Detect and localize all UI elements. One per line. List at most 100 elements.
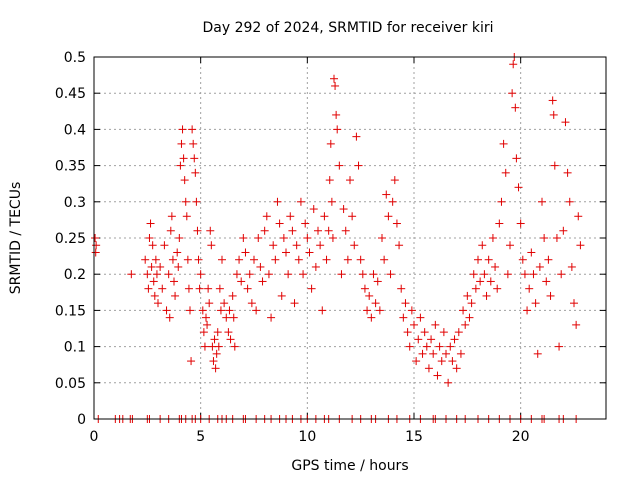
data-point-marker xyxy=(264,270,273,279)
data-point-marker xyxy=(448,357,457,366)
data-point-marker xyxy=(341,226,350,235)
data-point-marker xyxy=(369,270,378,279)
data-point-marker xyxy=(162,306,171,315)
data-point-marker xyxy=(143,270,152,279)
data-point-marker xyxy=(330,74,338,83)
data-point-marker xyxy=(194,255,203,264)
data-point-marker xyxy=(324,226,333,235)
data-point-marker xyxy=(373,277,382,286)
data-point-marker xyxy=(91,234,100,242)
data-point-marker xyxy=(509,60,518,69)
data-point-marker xyxy=(550,161,559,170)
data-point-marker xyxy=(92,241,101,250)
data-point-marker xyxy=(222,313,231,322)
data-point-marker xyxy=(514,183,523,192)
data-point-marker xyxy=(299,270,308,279)
data-point-marker xyxy=(292,241,301,250)
data-point-marker xyxy=(149,277,158,286)
data-point-marker xyxy=(533,349,542,358)
data-point-marker xyxy=(200,342,209,351)
data-point-marker xyxy=(91,248,100,257)
data-point-marker xyxy=(535,262,544,271)
data-point-marker xyxy=(480,270,489,279)
data-point-marker xyxy=(154,299,162,308)
data-point-marker xyxy=(523,306,532,315)
data-point-marker xyxy=(160,241,169,250)
data-point-marker xyxy=(442,349,450,358)
data-point-marker xyxy=(360,284,369,293)
data-point-marker xyxy=(260,226,269,235)
data-point-marker xyxy=(570,299,578,308)
data-point-marker xyxy=(214,342,223,351)
data-point-marker xyxy=(284,270,293,279)
data-point-marker xyxy=(401,299,410,308)
data-point-marker xyxy=(484,255,493,264)
data-point-marker xyxy=(516,219,525,228)
data-point-marker xyxy=(557,270,566,279)
data-point-marker xyxy=(241,248,250,257)
data-point-marker xyxy=(146,219,155,228)
data-point-marker xyxy=(431,320,440,329)
data-point-marker xyxy=(405,342,414,351)
data-point-marker xyxy=(375,306,384,315)
data-point-marker xyxy=(229,313,238,322)
data-point-marker xyxy=(418,349,427,358)
data-point-marker xyxy=(191,168,200,177)
data-point-marker xyxy=(190,154,199,163)
data-point-marker xyxy=(561,118,570,127)
data-point-marker xyxy=(207,241,216,250)
data-point-marker xyxy=(326,139,335,148)
data-point-marker xyxy=(141,255,150,264)
data-point-marker xyxy=(195,284,204,293)
data-point-marker xyxy=(403,328,412,337)
data-point-marker xyxy=(540,234,549,242)
data-point-marker xyxy=(459,306,468,315)
data-point-marker xyxy=(322,255,331,264)
data-point-marker xyxy=(294,255,303,264)
data-point-marker xyxy=(354,161,363,170)
x-tick-label: 5 xyxy=(196,429,205,445)
data-point-marker xyxy=(333,125,342,134)
y-tick-label: 0.3 xyxy=(64,195,86,211)
data-point-marker xyxy=(151,255,160,264)
data-point-marker xyxy=(384,212,393,221)
data-point-marker xyxy=(446,342,455,351)
data-point-marker xyxy=(549,110,558,119)
y-axis-label: SRMTID / TECUs xyxy=(8,182,24,295)
data-point-marker xyxy=(188,125,197,134)
data-point-marker xyxy=(198,306,207,315)
data-point-marker xyxy=(520,270,529,279)
data-point-marker xyxy=(574,212,583,221)
y-tick-label: 0.35 xyxy=(55,159,86,175)
data-point-marker xyxy=(544,255,553,264)
data-point-marker xyxy=(173,248,182,257)
data-point-marker xyxy=(209,357,218,366)
data-point-marker xyxy=(482,291,491,300)
y-tick-label: 0.45 xyxy=(55,86,86,102)
data-point-marker xyxy=(343,255,352,264)
data-point-marker xyxy=(305,248,314,257)
y-tick-label: 0 xyxy=(77,412,86,428)
data-point-marker xyxy=(346,176,354,185)
y-tick-label: 0.1 xyxy=(64,340,86,356)
data-point-marker xyxy=(525,284,534,293)
data-point-marker xyxy=(567,262,576,271)
data-point-marker xyxy=(388,197,397,206)
data-point-marker xyxy=(202,313,210,322)
data-point-marker xyxy=(444,378,453,387)
data-point-marker xyxy=(204,284,213,293)
data-point-marker xyxy=(148,241,157,250)
data-point-marker xyxy=(181,197,190,206)
data-point-marker xyxy=(437,357,446,366)
data-point-marker xyxy=(290,299,299,308)
data-point-marker xyxy=(497,197,506,206)
data-point-marker xyxy=(186,306,194,315)
data-point-marker xyxy=(412,357,421,366)
x-tick-label: 0 xyxy=(90,429,99,445)
data-point-marker xyxy=(414,335,423,344)
data-point-marker xyxy=(422,342,431,351)
data-point-marker xyxy=(211,364,220,373)
x-tick-label: 15 xyxy=(405,429,423,445)
data-point-marker xyxy=(512,154,521,163)
data-point-marker xyxy=(508,89,517,98)
